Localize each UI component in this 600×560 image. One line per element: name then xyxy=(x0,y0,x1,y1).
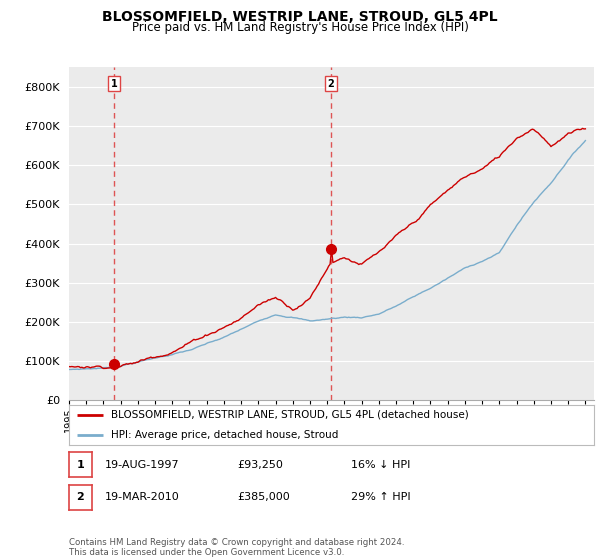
Text: £93,250: £93,250 xyxy=(237,460,283,470)
Text: 29% ↑ HPI: 29% ↑ HPI xyxy=(351,492,410,502)
Text: 1: 1 xyxy=(77,460,84,470)
Text: HPI: Average price, detached house, Stroud: HPI: Average price, detached house, Stro… xyxy=(111,430,338,440)
Text: Contains HM Land Registry data © Crown copyright and database right 2024.
This d: Contains HM Land Registry data © Crown c… xyxy=(69,538,404,557)
Text: £385,000: £385,000 xyxy=(237,492,290,502)
Text: 19-AUG-1997: 19-AUG-1997 xyxy=(105,460,179,470)
Text: 2: 2 xyxy=(77,492,84,502)
Text: BLOSSOMFIELD, WESTRIP LANE, STROUD, GL5 4PL: BLOSSOMFIELD, WESTRIP LANE, STROUD, GL5 … xyxy=(102,10,498,24)
Text: 19-MAR-2010: 19-MAR-2010 xyxy=(105,492,180,502)
Text: 1: 1 xyxy=(111,79,118,89)
Text: 2: 2 xyxy=(328,79,334,89)
Text: Price paid vs. HM Land Registry's House Price Index (HPI): Price paid vs. HM Land Registry's House … xyxy=(131,21,469,34)
Text: BLOSSOMFIELD, WESTRIP LANE, STROUD, GL5 4PL (detached house): BLOSSOMFIELD, WESTRIP LANE, STROUD, GL5 … xyxy=(111,410,469,420)
Text: 16% ↓ HPI: 16% ↓ HPI xyxy=(351,460,410,470)
